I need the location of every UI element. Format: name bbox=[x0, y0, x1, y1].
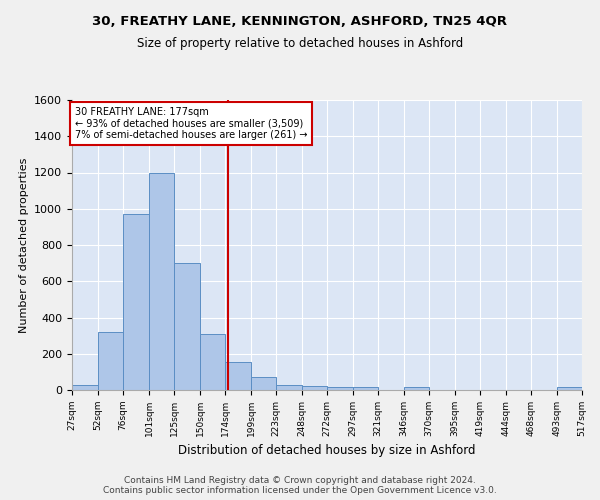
Y-axis label: Number of detached properties: Number of detached properties bbox=[19, 158, 29, 332]
Bar bbox=[353, 388, 378, 390]
Bar bbox=[98, 332, 123, 390]
Bar bbox=[251, 378, 276, 390]
Text: 30 FREATHY LANE: 177sqm
← 93% of detached houses are smaller (3,509)
7% of semi-: 30 FREATHY LANE: 177sqm ← 93% of detache… bbox=[75, 108, 308, 140]
Bar bbox=[72, 384, 98, 390]
Text: Contains HM Land Registry data © Crown copyright and database right 2024.
Contai: Contains HM Land Registry data © Crown c… bbox=[103, 476, 497, 495]
Bar bbox=[327, 388, 353, 390]
Bar bbox=[123, 214, 149, 390]
Text: 30, FREATHY LANE, KENNINGTON, ASHFORD, TN25 4QR: 30, FREATHY LANE, KENNINGTON, ASHFORD, T… bbox=[92, 15, 508, 28]
Bar bbox=[404, 388, 429, 390]
Bar bbox=[302, 386, 327, 390]
Bar bbox=[174, 263, 200, 390]
Bar bbox=[276, 384, 302, 390]
Bar bbox=[557, 388, 582, 390]
Bar bbox=[200, 334, 225, 390]
Text: Size of property relative to detached houses in Ashford: Size of property relative to detached ho… bbox=[137, 38, 463, 51]
Bar bbox=[225, 362, 251, 390]
X-axis label: Distribution of detached houses by size in Ashford: Distribution of detached houses by size … bbox=[178, 444, 476, 458]
Bar bbox=[149, 172, 174, 390]
